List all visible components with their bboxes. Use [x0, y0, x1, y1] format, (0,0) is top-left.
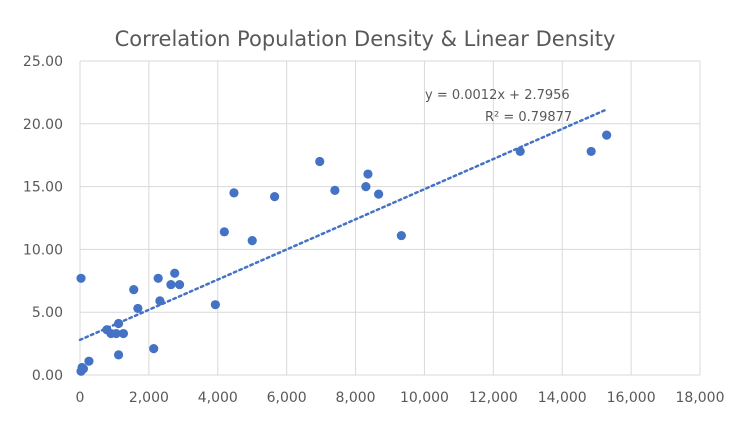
data-points	[76, 130, 612, 376]
data-point	[170, 268, 180, 278]
x-tick-label: 10,000	[400, 390, 449, 406]
data-point	[315, 156, 325, 167]
data-point	[270, 192, 280, 202]
data-point	[118, 328, 128, 339]
x-tick-label: 2,000	[129, 390, 169, 406]
data-point	[374, 189, 384, 199]
trendline-equation: y = 0.0012x + 2.7956	[425, 88, 570, 103]
data-point	[247, 236, 257, 246]
data-point	[149, 344, 159, 354]
data-point	[113, 318, 124, 329]
data-point	[515, 146, 525, 157]
x-tick-label: 14,000	[538, 390, 587, 406]
data-point	[76, 273, 86, 283]
x-tick-label: 18,000	[676, 390, 725, 406]
data-point	[174, 279, 185, 290]
x-tick-label: 0	[76, 390, 85, 406]
data-point	[84, 356, 94, 366]
y-tick-label: 0.00	[32, 368, 63, 384]
data-point	[129, 284, 139, 295]
data-point	[363, 169, 373, 179]
data-point	[153, 273, 163, 283]
y-tick-label: 15.00	[23, 180, 63, 196]
data-point	[396, 230, 406, 241]
data-point	[229, 188, 239, 198]
x-tick-label: 4,000	[198, 390, 238, 406]
data-point	[602, 130, 612, 140]
y-tick-label: 20.00	[23, 117, 63, 133]
data-point	[586, 146, 596, 157]
data-point	[111, 328, 121, 339]
gridlines	[79, 60, 701, 376]
data-point	[210, 300, 220, 310]
chart-title: Correlation Population Density & Linear …	[115, 27, 616, 51]
x-tick-label: 6,000	[267, 390, 307, 406]
x-axis-tick-labels: 0 2,000 4,000 6,000 8,000 10,000 12,000 14,000 1…	[76, 390, 725, 406]
data-point	[133, 303, 143, 314]
y-tick-label: 25.00	[23, 54, 63, 70]
x-tick-label: 12,000	[469, 390, 518, 406]
x-tick-label: 8,000	[336, 390, 376, 406]
trendline-r-squared: R² = 0.79877	[485, 110, 572, 125]
data-point	[330, 185, 340, 195]
data-point	[113, 350, 124, 360]
data-point	[78, 364, 89, 374]
data-point	[155, 296, 165, 306]
data-point	[166, 279, 176, 290]
y-tick-label: 10.00	[23, 242, 63, 258]
data-point	[361, 182, 371, 192]
y-tick-label: 5.00	[32, 305, 63, 321]
x-tick-label: 16,000	[607, 390, 656, 406]
y-axis-tick-labels: 0.00 5.00 10.00 15.00 20.00 25.00	[23, 54, 63, 384]
data-point	[219, 227, 229, 237]
